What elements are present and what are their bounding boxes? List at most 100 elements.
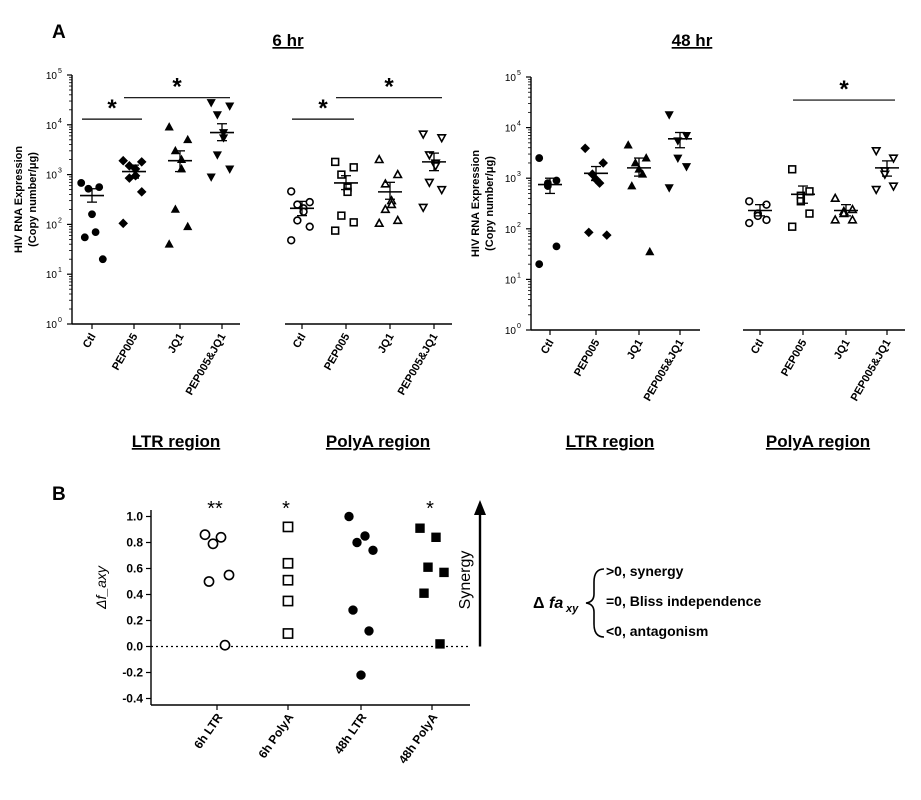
data-point — [598, 158, 608, 168]
group-ltr-0 — [535, 154, 562, 335]
data-point — [223, 569, 235, 581]
data-point — [183, 221, 193, 231]
y-tick-label: 10 — [505, 73, 517, 84]
legend-fa: fa — [549, 595, 563, 612]
y-tick-exponent: 0 — [517, 323, 521, 330]
y-axis-label-text: Δf_axy — [93, 565, 109, 610]
region-label-0: LTR region — [566, 432, 654, 451]
data-point — [762, 215, 771, 225]
category-label: Ctl — [291, 332, 309, 351]
data-point — [431, 532, 441, 542]
group-polya-4 — [744, 197, 772, 335]
panel-label-b: B — [52, 484, 66, 505]
data-point — [88, 210, 96, 219]
data-point — [552, 242, 561, 251]
category-label: JQ1 — [625, 338, 646, 362]
data-point — [638, 169, 648, 178]
data-point — [830, 192, 841, 203]
data-point — [419, 588, 429, 598]
y-tick-label: 1.0 — [126, 510, 143, 524]
significance-star: * — [172, 74, 182, 101]
data-point — [380, 178, 391, 188]
data-point — [352, 537, 362, 548]
data-point — [681, 132, 692, 141]
data-point — [164, 122, 174, 131]
data-point — [368, 545, 378, 555]
data-point — [664, 111, 674, 120]
data-point — [430, 162, 441, 172]
data-point — [787, 222, 797, 231]
y-tick-label: -0.4 — [122, 692, 143, 706]
data-point — [360, 531, 370, 541]
data-point — [91, 228, 100, 237]
significance-star: * — [107, 95, 117, 122]
data-point — [95, 183, 104, 192]
category-label: 6h PolyA — [256, 710, 297, 760]
y-tick-label: 10 — [505, 326, 517, 337]
data-point — [805, 209, 814, 218]
data-point — [664, 184, 674, 193]
y-tick-label: 0.6 — [126, 562, 143, 576]
panel-label-a: A — [52, 22, 66, 43]
data-point — [118, 218, 128, 229]
data-point — [423, 562, 433, 572]
data-point — [293, 216, 302, 225]
y-axis-label-0: HIV RNA Expression (Copy number/μg) — [13, 146, 39, 253]
group-polya-5 — [330, 157, 358, 329]
category-label: JQ1 — [376, 332, 397, 356]
data-point — [299, 207, 308, 216]
y-tick-exponent: 0 — [58, 317, 62, 324]
group-polya-5 — [787, 165, 815, 335]
data-point — [623, 140, 633, 149]
y-tick-exponent: 1 — [517, 272, 521, 279]
region-label-0: LTR region — [132, 432, 220, 451]
data-point — [225, 102, 235, 111]
data-point — [673, 154, 683, 164]
data-point — [348, 605, 358, 615]
category-label: 48h PolyA — [396, 710, 441, 766]
category-label: PEP005&JQ1 — [396, 332, 441, 398]
category-label: PEP005&JQ1 — [184, 332, 229, 398]
data-point — [215, 531, 227, 543]
data-point — [392, 214, 403, 225]
significance-star: ** — [207, 498, 223, 520]
data-point — [744, 218, 754, 228]
group-polya-7 — [418, 130, 447, 329]
category-label: JQ1 — [166, 332, 187, 356]
data-point — [287, 187, 296, 196]
data-point — [584, 227, 594, 238]
data-point — [206, 173, 216, 182]
group-6h-polya: * — [282, 498, 294, 710]
group-48h-polya: * — [415, 498, 449, 710]
category-label: 48h LTR — [331, 710, 369, 756]
data-point — [212, 111, 222, 120]
data-point — [349, 218, 358, 227]
significance-star: * — [426, 498, 434, 520]
y-tick-exponent: 4 — [58, 118, 62, 125]
significance-star: * — [318, 95, 328, 122]
chart-synergy: -0.4-0.20.00.20.40.60.81.0Δf_axy**6h LTR… — [93, 498, 486, 766]
data-point — [183, 134, 193, 144]
region-label-1: PolyA region — [766, 432, 870, 451]
y-axis-label-line2: (Copy number/μg) — [484, 156, 496, 251]
data-point — [830, 214, 841, 224]
group-ltr-0 — [77, 179, 107, 329]
group-ltr-2 — [623, 140, 655, 335]
data-point — [164, 239, 174, 248]
data-point — [380, 203, 391, 214]
group-ltr-3 — [206, 99, 235, 329]
significance-star: * — [384, 74, 394, 101]
data-point — [888, 154, 899, 164]
significance-star: * — [839, 76, 849, 103]
data-point — [787, 165, 797, 174]
y-tick-label: 0.8 — [126, 536, 143, 550]
data-point — [356, 670, 366, 680]
data-point — [287, 236, 296, 245]
data-point — [80, 233, 89, 242]
y-tick-exponent: 2 — [58, 217, 62, 224]
data-point — [424, 178, 435, 188]
data-point — [364, 626, 374, 636]
data-point — [98, 255, 107, 264]
